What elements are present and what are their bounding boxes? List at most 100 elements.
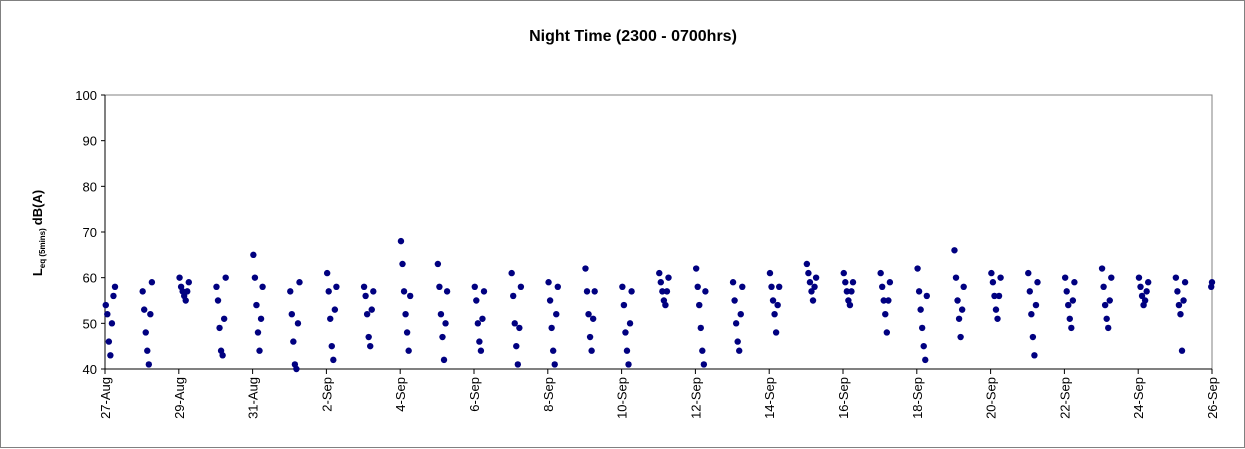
x-tick-label: 14-Sep (762, 377, 777, 419)
data-point (406, 292, 414, 300)
data-point (582, 265, 589, 272)
data-point (775, 283, 783, 290)
data-point (991, 292, 998, 300)
data-point (1061, 274, 1069, 281)
data-point (846, 301, 854, 309)
data-point (1105, 324, 1112, 332)
data-point (803, 260, 811, 268)
data-point (546, 297, 554, 304)
data-point (222, 274, 229, 281)
data-point (436, 283, 443, 290)
data-point (104, 311, 111, 318)
data-point (399, 260, 406, 268)
data-point (849, 279, 857, 286)
data-point (256, 347, 263, 354)
data-point (731, 297, 738, 304)
data-point (363, 311, 371, 318)
y-tick-label: 50 (83, 316, 97, 331)
data-point (1137, 283, 1144, 290)
y-axis-title: Leq (5mins) dB(A) (30, 190, 47, 276)
data-point (692, 265, 700, 272)
y-tick-label: 100 (75, 88, 97, 103)
data-point (923, 292, 930, 300)
data-point (1143, 288, 1150, 295)
data-point (1100, 283, 1107, 290)
data-point (102, 301, 109, 309)
data-point (665, 274, 672, 281)
data-point (325, 288, 332, 295)
data-point (879, 283, 886, 290)
data-point (588, 347, 595, 354)
data-point (139, 288, 146, 295)
data-point (323, 269, 331, 277)
data-point (254, 329, 262, 336)
data-point (327, 315, 334, 322)
data-point (1177, 311, 1184, 318)
data-point (954, 297, 961, 304)
data-point (737, 311, 744, 318)
data-point (994, 315, 1001, 322)
data-point (437, 311, 445, 318)
data-point (294, 320, 302, 327)
data-point (623, 347, 631, 354)
data-point (1135, 274, 1143, 281)
data-point (702, 288, 709, 295)
data-point (732, 320, 740, 327)
data-point (918, 324, 926, 332)
data-point (917, 306, 924, 313)
data-point (656, 269, 663, 277)
data-point (583, 288, 591, 295)
y-axis: 40 50 60 70 80 90 100 (75, 88, 106, 377)
data-point (808, 288, 815, 295)
data-point (992, 306, 1000, 313)
data-point (920, 342, 927, 350)
data-point (1138, 292, 1146, 300)
data-point (184, 288, 191, 295)
x-tick-label: 12-Sep (688, 377, 703, 419)
data-point (1208, 279, 1216, 286)
x-tick-label: 27-Aug (98, 377, 113, 419)
data-point (290, 338, 297, 345)
data-point (513, 342, 520, 350)
data-point (250, 251, 257, 259)
data-point (768, 283, 775, 290)
data-point (843, 288, 851, 295)
data-point (439, 333, 446, 341)
data-point (331, 306, 339, 313)
data-point (915, 288, 923, 295)
data-point (434, 260, 442, 268)
data-point (108, 320, 116, 327)
data-point (883, 329, 891, 336)
y-tick-label: 40 (83, 362, 97, 377)
data-point (176, 274, 183, 281)
data-point (1180, 297, 1187, 304)
data-point (880, 297, 887, 304)
data-point (554, 283, 561, 290)
x-tick-label: 18-Sep (910, 377, 925, 419)
data-point (957, 333, 964, 341)
data-point (477, 347, 485, 354)
data-point (333, 283, 340, 290)
data-point (842, 279, 849, 286)
data-point (1071, 279, 1078, 286)
data-point (995, 292, 1003, 300)
data-point (471, 283, 478, 290)
data-point (400, 288, 408, 295)
data-point (736, 347, 743, 354)
x-tick-label: 6-Sep (467, 377, 482, 412)
data-point (696, 301, 703, 309)
data-point (362, 292, 369, 300)
data-point (591, 288, 598, 295)
data-point (142, 329, 149, 336)
data-point (663, 288, 671, 295)
data-point (812, 274, 820, 281)
data-point (368, 306, 375, 313)
data-point (1068, 324, 1075, 332)
data-point (697, 324, 704, 332)
data-point (771, 311, 778, 318)
x-axis: 27-Aug 29-Aug 31-Aug 2-Sep 4-Sep 6-Sep 8-Sep 10… (98, 368, 1220, 419)
data-point (1069, 297, 1077, 304)
data-point (257, 315, 265, 322)
data-point (110, 292, 117, 300)
